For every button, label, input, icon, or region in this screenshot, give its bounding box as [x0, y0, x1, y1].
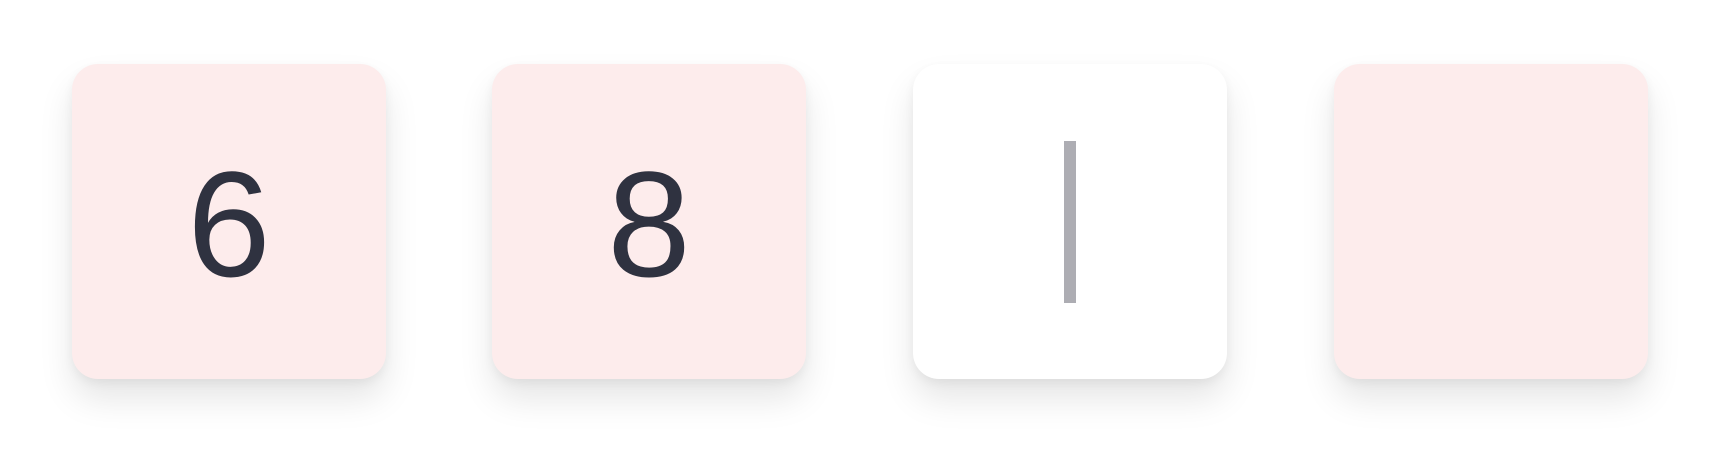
otp-digit-1: 6 — [187, 139, 271, 308]
otp-digit-box-2[interactable]: 8 — [492, 64, 806, 379]
text-cursor — [1064, 140, 1076, 303]
otp-digit-box-3[interactable] — [913, 64, 1227, 379]
otp-digit-2: 8 — [607, 139, 691, 308]
otp-digit-box-1[interactable]: 6 — [72, 64, 386, 379]
otp-digit-box-4[interactable] — [1334, 64, 1648, 379]
